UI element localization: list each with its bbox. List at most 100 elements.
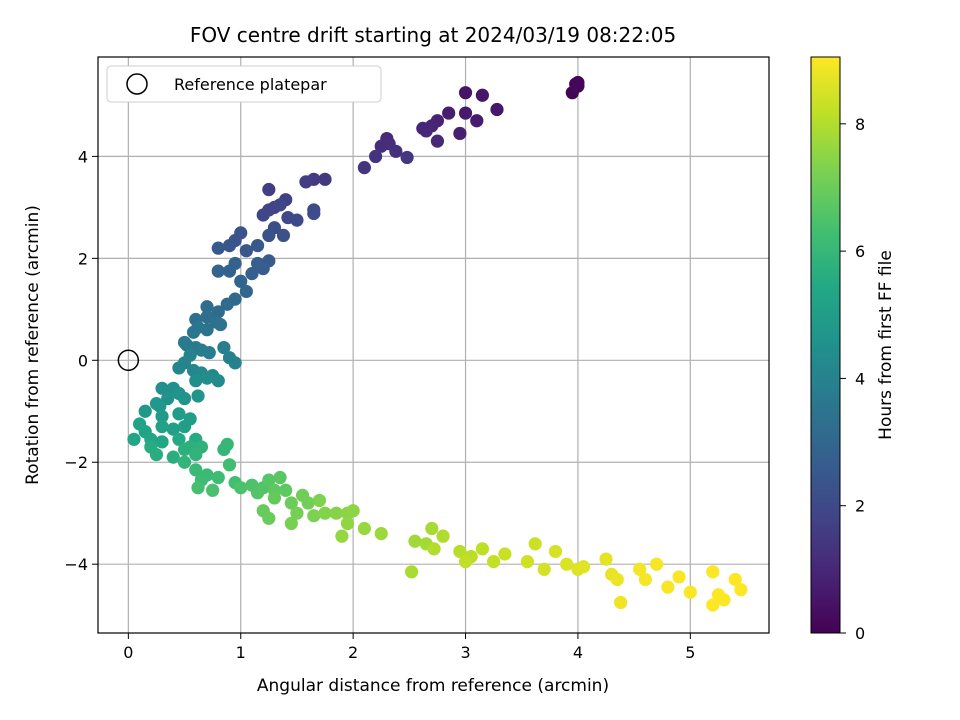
y-tick-label: −2 xyxy=(64,453,88,472)
data-point xyxy=(155,419,169,434)
data-point xyxy=(290,213,304,227)
data-point xyxy=(335,529,349,543)
y-tick-label: 4 xyxy=(78,147,88,166)
data-point xyxy=(346,504,360,518)
data-point xyxy=(177,391,192,406)
data-point xyxy=(706,565,720,579)
data-point xyxy=(251,239,265,253)
colorbar-tick-label: 2 xyxy=(855,497,865,516)
data-point xyxy=(490,102,504,117)
data-point xyxy=(614,595,628,610)
data-point xyxy=(528,537,542,551)
data-point xyxy=(239,284,253,299)
data-point xyxy=(318,172,332,186)
data-point xyxy=(177,455,192,469)
data-point xyxy=(301,496,315,510)
data-point xyxy=(251,486,265,500)
data-point xyxy=(251,256,265,271)
data-point xyxy=(267,491,282,505)
data-point xyxy=(427,542,441,556)
data-point xyxy=(734,583,748,597)
data-point xyxy=(262,182,276,197)
legend: Reference platepar xyxy=(106,65,382,103)
data-point xyxy=(520,555,534,569)
colorbar-tick-label: 0 xyxy=(855,624,865,643)
x-tick-label: 0 xyxy=(123,643,133,662)
data-point xyxy=(436,529,450,543)
grid xyxy=(98,57,769,633)
data-point xyxy=(206,483,220,497)
data-point xyxy=(189,463,203,477)
colorbar: 0 2 4 6 8 Hours from first FF file xyxy=(810,56,896,643)
data-point xyxy=(211,305,225,319)
data-point xyxy=(728,572,742,587)
data-point xyxy=(374,527,388,541)
data-point xyxy=(213,318,228,332)
data-points xyxy=(127,75,748,612)
data-point xyxy=(155,381,169,395)
data-point xyxy=(155,435,169,449)
data-point xyxy=(262,511,276,525)
data-point xyxy=(458,86,473,100)
data-point xyxy=(211,264,225,278)
data-point xyxy=(217,340,231,355)
chart-title: FOV centre drift starting at 2024/03/19 … xyxy=(190,23,676,47)
data-point xyxy=(430,134,445,148)
data-point xyxy=(127,432,141,446)
colorbar-tick-label: 4 xyxy=(855,369,865,388)
data-point xyxy=(177,419,192,434)
data-point xyxy=(498,547,512,561)
y-tick-label: 2 xyxy=(78,249,88,268)
plot-frame xyxy=(97,56,770,634)
data-point xyxy=(453,126,467,141)
data-point xyxy=(284,496,298,510)
data-point xyxy=(155,409,169,423)
data-point xyxy=(222,458,237,472)
data-point xyxy=(638,572,652,587)
data-point xyxy=(442,106,456,120)
data-point xyxy=(234,274,248,288)
data-point xyxy=(149,447,164,462)
data-point xyxy=(312,493,327,508)
colorbar-label: Hours from first FF file xyxy=(876,250,896,440)
data-point xyxy=(256,208,270,222)
data-point xyxy=(548,544,563,559)
data-point xyxy=(189,374,203,388)
x-tick-label: 5 xyxy=(685,643,695,662)
data-point xyxy=(571,79,585,93)
data-point xyxy=(166,450,180,464)
data-point xyxy=(200,300,214,314)
data-point xyxy=(706,598,720,612)
data-point xyxy=(239,244,253,258)
data-point xyxy=(599,552,613,566)
data-point xyxy=(458,555,473,569)
data-point xyxy=(222,239,237,253)
data-point xyxy=(299,175,313,189)
data-point xyxy=(717,593,731,607)
y-axis-label: Rotation from reference (arcmin) xyxy=(23,205,43,485)
data-point xyxy=(234,481,248,495)
x-tick-label: 3 xyxy=(460,643,470,662)
y-tick-label: 0 xyxy=(78,351,88,370)
data-point xyxy=(191,481,205,495)
data-point xyxy=(149,397,164,411)
y-tick-label: −4 xyxy=(64,555,88,574)
data-point xyxy=(202,346,216,360)
data-point xyxy=(318,506,332,520)
x-axis-label: Angular distance from reference (arcmin) xyxy=(257,676,609,696)
data-point xyxy=(262,228,276,243)
data-point xyxy=(290,506,304,520)
data-point xyxy=(211,241,225,255)
data-point xyxy=(166,422,180,436)
data-point xyxy=(661,580,675,594)
data-point xyxy=(487,555,501,569)
data-point xyxy=(683,585,697,599)
data-point xyxy=(419,124,433,138)
data-point xyxy=(172,361,186,375)
legend-box xyxy=(106,65,382,103)
data-point xyxy=(408,534,422,548)
data-point xyxy=(220,437,234,451)
data-point xyxy=(470,114,484,128)
data-point xyxy=(222,264,237,278)
